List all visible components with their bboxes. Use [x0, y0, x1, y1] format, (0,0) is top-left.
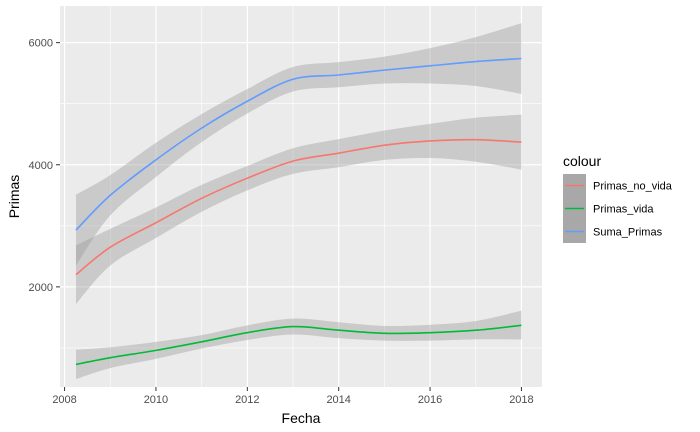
line-suma-primas: [75, 57, 522, 231]
y-tick-label: 4000: [29, 160, 53, 172]
x-tick-label: 2018: [509, 394, 533, 406]
legend-label-suma-primas: Suma_Primas: [593, 227, 663, 239]
x-tick-label: 2008: [52, 394, 76, 406]
minor-gridlines: [60, 6, 542, 387]
y-tick-label: 2000: [29, 282, 53, 294]
x-tick-label: 2012: [235, 394, 259, 406]
confidence-ribbons: [75, 23, 522, 380]
ribbon-suma-primas: [75, 23, 522, 266]
x-axis-ticks: 2008 2010 2012 2014 2016 2018: [52, 387, 534, 406]
line-primas-no-vida: [75, 138, 522, 276]
legend: colour Primas_no_vida Primas_vida Suma_Pri…: [563, 153, 673, 243]
x-axis-title: Fecha: [282, 410, 321, 426]
ribbon-primas-vida: [75, 310, 522, 380]
plot-panel: [60, 6, 542, 387]
x-tick-label: 2014: [326, 394, 350, 406]
line-primas-vida: [75, 324, 522, 366]
legend-title: colour: [563, 153, 601, 169]
x-tick-label: 2010: [144, 394, 168, 406]
x-tick-label: 2016: [418, 394, 442, 406]
major-gridlines: [60, 6, 542, 387]
ribbon-primas-no-vida: [75, 114, 522, 304]
series-lines: [75, 57, 522, 366]
y-tick-label: 6000: [29, 38, 53, 50]
legend-label-primas-no-vida: Primas_no_vida: [593, 181, 673, 193]
y-axis-title: Primas: [6, 175, 22, 219]
y-axis-ticks: 2000 4000 6000: [29, 38, 60, 294]
legend-label-primas-vida: Primas_vida: [593, 204, 654, 216]
